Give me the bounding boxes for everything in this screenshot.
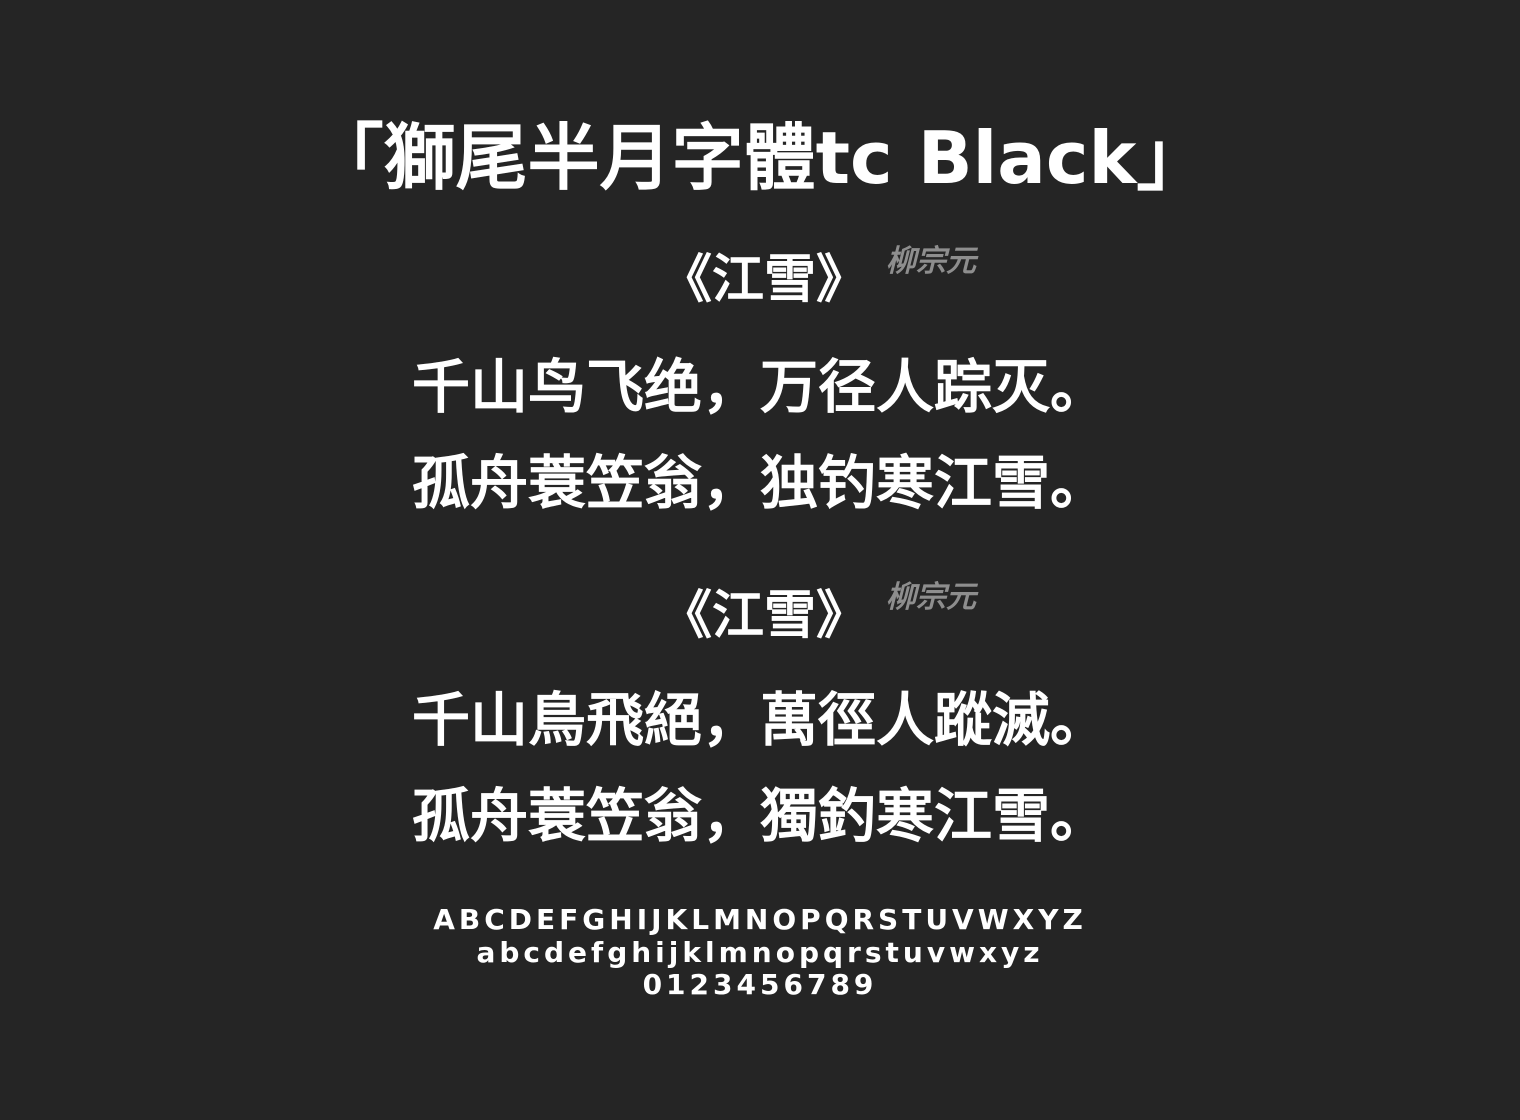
font-title: 「獅尾半月字體tc Black」: [311, 116, 1209, 200]
poem-title-traditional: 《江雪》: [660, 586, 869, 646]
lowercase-alphabet: abcdefghijklmnopqrstuvwxyz: [476, 936, 1044, 969]
poem-author-traditional: 柳宗元: [886, 580, 977, 615]
poem-line-traditional-1: 千山鳥飛絕，萬徑人蹤滅。: [411, 686, 1108, 754]
poem-heading-traditional: 《江雪》 柳宗元: [660, 576, 976, 656]
poem-line-simplified-2: 孤舟蓑笠翁，独钓寒江雪。: [411, 449, 1108, 517]
poem-title-simplified: 《江雪》: [660, 250, 869, 310]
poem-heading-simplified: 《江雪》 柳宗元: [660, 240, 976, 320]
uppercase-alphabet: ABCDEFGHIJKLMNOPQRSTUVWXYZ: [433, 903, 1087, 936]
poem-line-traditional-2: 孤舟蓑笠翁，獨釣寒江雪。: [411, 782, 1108, 850]
poem-author-simplified: 柳宗元: [886, 244, 977, 279]
digits: 0123456789: [642, 968, 878, 1001]
poem-line-simplified-1: 千山鸟飞绝，万径人踪灭。: [411, 353, 1108, 421]
